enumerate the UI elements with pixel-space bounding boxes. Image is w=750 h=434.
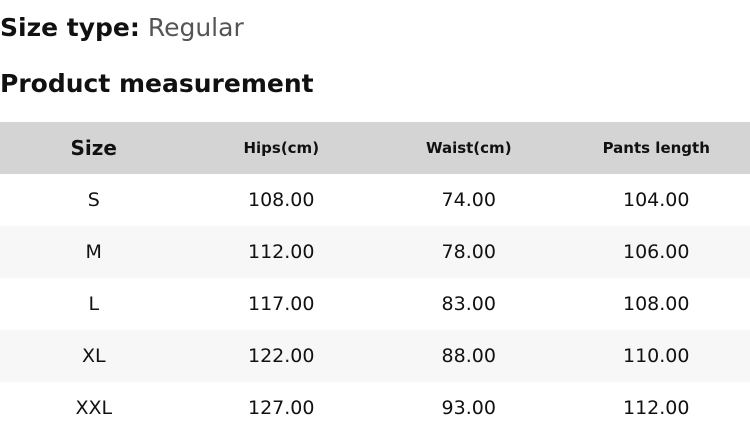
table-row: L 117.00 83.00 108.00 — [0, 278, 750, 330]
size-type-label: Size type: — [0, 13, 140, 42]
cell-hips: 117.00 — [248, 293, 315, 315]
cell-hips: 122.00 — [248, 345, 315, 367]
measurement-table: Size Hips(cm) Waist(cm) Pants length S 10… — [0, 122, 750, 434]
cell-hips: 112.00 — [248, 241, 315, 263]
table-header-row: Size Hips(cm) Waist(cm) Pants length — [0, 122, 750, 174]
cell-hips: 127.00 — [248, 397, 315, 419]
table-row: XL 122.00 88.00 110.00 — [0, 330, 750, 382]
cell-size: M — [85, 241, 102, 263]
table-row: S 108.00 74.00 104.00 — [0, 174, 750, 226]
header-hips: Hips(cm) — [243, 139, 320, 157]
cell-size: S — [87, 189, 100, 211]
cell-size: XXL — [75, 397, 113, 419]
table-row: XXL 127.00 93.00 112.00 — [0, 382, 750, 434]
cell-pants-length: 110.00 — [623, 345, 690, 367]
size-type-value: Regular — [147, 13, 244, 42]
cell-pants-length: 112.00 — [623, 397, 690, 419]
header-pants-length: Pants length — [602, 139, 710, 157]
cell-pants-length: 106.00 — [623, 241, 690, 263]
size-type: Size type: Regular — [0, 12, 244, 44]
cell-pants-length: 104.00 — [623, 189, 690, 211]
cell-size: XL — [81, 345, 106, 367]
header-waist: Waist(cm) — [425, 139, 512, 157]
cell-waist: 78.00 — [441, 241, 496, 263]
cell-hips: 108.00 — [248, 189, 315, 211]
cell-waist: 93.00 — [441, 397, 496, 419]
cell-size: L — [88, 293, 100, 315]
cell-pants-length: 108.00 — [623, 293, 690, 315]
table-row: M 112.00 78.00 106.00 — [0, 226, 750, 278]
cell-waist: 88.00 — [441, 345, 496, 367]
section-title: Product measurement — [0, 69, 314, 98]
cell-waist: 74.00 — [441, 189, 496, 211]
cell-waist: 83.00 — [441, 293, 496, 315]
header-size: Size — [70, 136, 117, 160]
